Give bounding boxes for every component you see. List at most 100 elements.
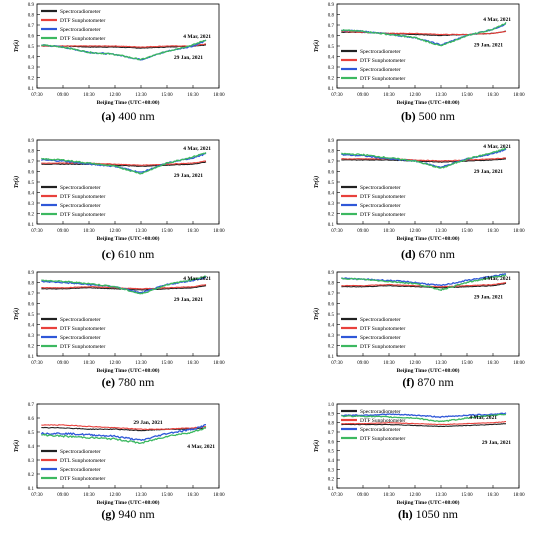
panel-h-ytick-label: 0.7 (328, 431, 335, 436)
panel-b-date-jan: 29 Jan, 2021 (474, 42, 503, 48)
panel-f-ytick-label: 0.9 (328, 271, 335, 276)
panel-e-legend-label-spectroradiometer-jan: Spectroradiometer (60, 335, 101, 341)
panel-d-date-jan: 29 Jan, 2021 (474, 169, 503, 175)
panel-d-ytick-label: 0.1 (328, 223, 335, 228)
panel-b-ytick-label: 0.9 (328, 3, 335, 8)
panel-c-caption-text: 610 nm (115, 247, 155, 261)
panel-f-ytick-label: 0.4 (328, 324, 335, 329)
panel-b-y-axis-title: Tr(λ) (313, 40, 320, 52)
panel-a-ytick-label: 0.7 (28, 24, 35, 29)
panel-b-xtick-label: 18:00 (513, 93, 525, 98)
panel-d-line-dtf-jan (341, 147, 507, 169)
panel-d-xtick-label: 07:30 (331, 229, 343, 234)
panel-d-xtick-label: 10:30 (383, 229, 395, 234)
panel-f-date-jan: 29 Jan, 2021 (474, 295, 503, 301)
panel-d: 0.1 0.2 0.3 0.4 0.5 0.6 0.7 0.8 0.9 07:30 09:00 10:… (313, 139, 525, 261)
panel-d-xtick-label: 15:00 (461, 229, 473, 234)
panel-g-legend-label-spectroradiometer-mar: Spectroradiometer (60, 449, 101, 455)
panel-c-xtick-label: 12:00 (109, 229, 121, 234)
panel-c-xtick-label: 13:30 (135, 229, 147, 234)
panel-c-legend-label-spectroradiometer-mar: Spectroradiometer (60, 185, 101, 191)
panel-c-ytick-label: 0.4 (28, 192, 35, 197)
panel-f-legend-label-dtf-mar: DTF Sunphotometer (360, 326, 406, 332)
panel-b-legend-label-dtf-mar: DTF Sunphotometer (360, 58, 406, 64)
panel-g-ytick-label: 0.2 (28, 473, 35, 478)
panel-d-ytick-label: 0.7 (328, 160, 335, 165)
panel-e-xtick-label: 09:00 (57, 361, 69, 366)
panel-e-ytick-label: 0.4 (28, 324, 35, 329)
panel-a-date-mar: 4 Mar, 2021 (183, 34, 211, 40)
panel-h-legend-label-spectroradiometer-mar: Spectroradiometer (360, 409, 401, 415)
panel-d-xtick-label: 16:30 (487, 229, 499, 234)
panel-f-ytick-label: 0.8 (328, 282, 335, 287)
panel-h-ytick-label: 0.6 (328, 440, 335, 445)
panel-h-x-axis-title: Beijing Time (UTC+08:00) (397, 499, 460, 506)
panel-e-ytick-label: 0.9 (28, 271, 35, 276)
panel-g-ytick-label: 0.4 (28, 445, 35, 450)
panel-b-date-mar: 4 Mar, 2021 (483, 17, 511, 23)
panel-b-xtick-label: 15:00 (461, 93, 473, 98)
panel-g-xtick-label: 12:00 (109, 493, 121, 498)
panel-h-legend-label-dtf-jan: DTF Sunphotometer (360, 436, 406, 442)
panel-h-ytick-label: 0.3 (328, 468, 335, 473)
panel-g-legend-label-dtf-mar: DTL Sunphotometer (60, 458, 106, 464)
panel-a-caption-text: 400 nm (115, 109, 155, 123)
panel-g-ytick-label: 0.6 (28, 417, 35, 422)
panel-h-xtick-label: 07:30 (331, 493, 343, 498)
panel-b: 0.1 0.2 0.3 0.4 0.5 0.6 0.7 0.8 0.9 07:30 09:00 10:… (313, 3, 525, 123)
panel-g-ytick-label: 0.5 (28, 431, 35, 436)
panel-a-ytick-label: 0.3 (28, 66, 35, 71)
panel-e-ytick-label: 0.8 (28, 282, 35, 287)
panel-c-xtick-label: 10:30 (83, 229, 95, 234)
panel-f-legend-label-spectroradiometer-jan: Spectroradiometer (360, 335, 401, 341)
panel-c-line-dtf-jan (41, 151, 207, 175)
panel-f-xtick-label: 10:30 (383, 361, 395, 366)
panel-c-legend-label-dtf-jan: DTF Sunphotometer (60, 212, 106, 218)
panel-c-ytick-label: 0.5 (28, 181, 35, 186)
panel-a-y-axis-title: Tr(λ) (13, 40, 20, 52)
panel-e-ytick-label: 0.7 (28, 292, 35, 297)
panel-b-caption-letter: (b) (401, 109, 416, 123)
panel-h-xtick-label: 10:30 (383, 493, 395, 498)
panel-a-xtick-label: 10:30 (83, 93, 95, 98)
panel-b-x-axis-title: Beijing Time (UTC+08:00) (397, 99, 460, 106)
panel-h-frame (336, 403, 520, 489)
panel-g-line-spectroradiometer-mar (41, 426, 207, 432)
panel-h-caption-text: 1050 nm (413, 507, 459, 521)
panel-g-ytick-label: 0.7 (28, 403, 35, 408)
panel-c-ytick-label: 0.2 (28, 213, 35, 218)
panel-a-ytick-label: 0.6 (28, 35, 35, 40)
panel-d-caption-letter: (d) (401, 247, 416, 261)
panel-c-xtick-label: 09:00 (57, 229, 69, 234)
panel-d-line-spectroradiometer-mar (341, 158, 507, 163)
panel-h-xtick-label: 12:00 (409, 493, 421, 498)
panel-e-ytick-label: 0.6 (28, 303, 35, 308)
panel-e-caption: (e) 780 nm (102, 375, 155, 389)
panel-f-xtick-label: 16:30 (487, 361, 499, 366)
panel-f-ytick-label: 0.5 (328, 313, 335, 318)
panel-a-date-jan: 29 Jan, 2021 (174, 55, 203, 61)
panel-e-x-axis-title: Beijing Time (UTC+08:00) (97, 367, 160, 374)
panel-a-xtick-label: 07:30 (31, 93, 43, 98)
panel-e-date-mar: 4 Mar, 2021 (183, 276, 211, 282)
panel-a-xtick-label: 15:00 (161, 93, 173, 98)
panel-f: 0.1 0.2 0.3 0.4 0.5 0.6 0.7 0.8 0.9 07:30 09:00 10:… (313, 271, 525, 389)
panel-b-caption: (b) 500 nm (401, 109, 456, 123)
panel-b-ytick-label: 0.1 (328, 87, 335, 92)
panel-d-y-axis-title: Tr(λ) (313, 176, 320, 188)
panel-g-x-axis-title: Beijing Time (UTC+08:00) (97, 499, 160, 506)
panel-c-legend-label-spectroradiometer-jan: Spectroradiometer (60, 203, 101, 209)
panel-f-date-mar: 4 Mar, 2021 (483, 276, 511, 282)
panel-g-caption: (g) 940 nm (101, 507, 155, 521)
panel-h-ytick-label: 0.4 (328, 459, 335, 464)
panel-d-legend-label-dtf-mar: DTF Sunphotometer (360, 194, 406, 200)
panel-b-xtick-label: 12:00 (409, 93, 421, 98)
panel-a: 0.1 0.2 0.3 0.4 0.5 0.6 0.7 0.8 0.9 07:30 09:00 10:… (13, 3, 225, 123)
panel-d-xtick-label: 13:30 (435, 229, 447, 234)
panel-e-caption-text: 780 nm (115, 375, 155, 389)
panel-b-xtick-label: 07:30 (331, 93, 343, 98)
panel-a-xtick-label: 13:30 (135, 93, 147, 98)
panel-h-ytick-label: 1.0 (328, 403, 335, 408)
panel-g-caption-text: 940 nm (115, 507, 155, 521)
panel-f-ytick-label: 0.3 (328, 334, 335, 339)
